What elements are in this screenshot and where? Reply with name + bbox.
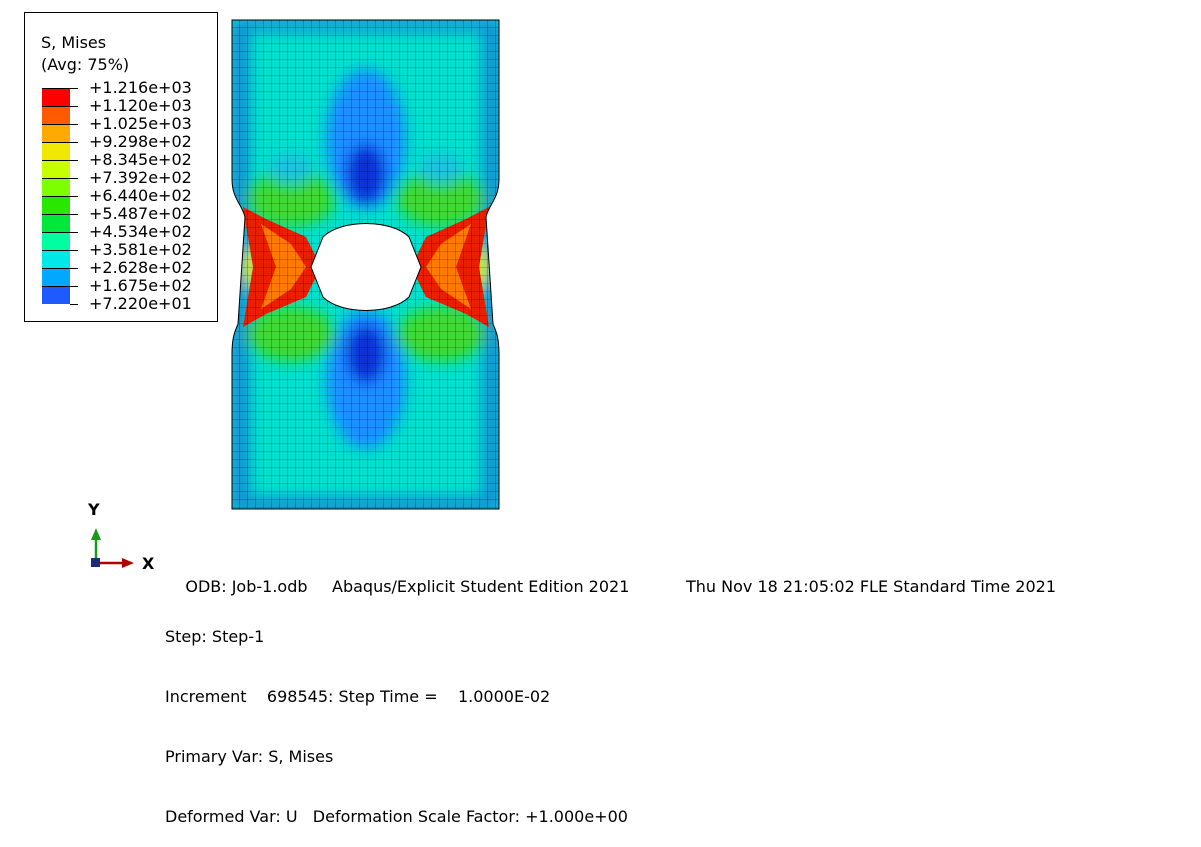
legend-swatch: [42, 142, 70, 160]
legend-swatch: [42, 214, 70, 232]
legend-swatch: [42, 178, 70, 196]
legend-tick-label: +1.216e+03: [89, 78, 192, 97]
legend-tick: [70, 250, 78, 251]
timestamp: Thu Nov 18 21:05:02 FLE Standard Time 20…: [686, 577, 1056, 596]
mises-stress-contour-plot[interactable]: [231, 19, 501, 512]
legend-tick-label: +4.534e+02: [89, 222, 192, 241]
legend-swatch: [42, 106, 70, 124]
legend-tick-label: +9.298e+02: [89, 132, 192, 151]
legend-color-scale: +1.216e+03 +1.120e+03 +1.025e+03 +9.298e+02…: [41, 79, 221, 318]
legend-swatch: [42, 88, 70, 106]
step-label: Step: Step-1: [165, 627, 265, 646]
triad-axes-icon: [91, 528, 134, 568]
legend-tick: [70, 106, 78, 107]
legend-tick-label: +6.440e+02: [89, 186, 192, 205]
legend-tick: [70, 88, 78, 89]
legend-tick: [70, 304, 78, 305]
triad-x-label: X: [142, 554, 155, 573]
odb-name: ODB: Job-1.odb: [185, 577, 308, 596]
legend-swatch: [42, 124, 70, 142]
legend-tick: [70, 160, 78, 161]
legend-swatch: [42, 232, 70, 250]
deformed-mesh: [232, 20, 499, 509]
increment-label: Increment 698545: Step Time = 1.0000E-02: [165, 687, 551, 706]
legend-tick: [70, 286, 78, 287]
legend-tick-label: +1.675e+02: [89, 276, 192, 295]
legend-tick-label: +5.487e+02: [89, 204, 192, 223]
legend-tick-label: +1.025e+03: [89, 114, 192, 133]
legend-swatch: [42, 250, 70, 268]
legend-tick: [70, 178, 78, 179]
legend-swatch: [42, 196, 70, 214]
legend-tick: [70, 268, 78, 269]
view-triad: Y X: [80, 500, 170, 580]
legend-tick: [70, 232, 78, 233]
product-name: Abaqus/Explicit Student Edition 2021: [332, 577, 630, 596]
viewport-info-block: ODB: Job-1.odb Abaqus/Explicit Student Ed…: [165, 517, 1056, 847]
legend-tick-label: +1.120e+03: [89, 96, 192, 115]
legend-tick-label: +7.392e+02: [89, 168, 192, 187]
legend-tick: [70, 124, 78, 125]
triad-y-label: Y: [88, 500, 100, 519]
primary-var-label: Primary Var: S, Mises: [165, 747, 334, 766]
legend-tick: [70, 214, 78, 215]
legend-tick: [70, 196, 78, 197]
legend-tick-label: +2.628e+02: [89, 258, 192, 277]
deformed-var-label: Deformed Var: U Deformation Scale Factor…: [165, 807, 628, 826]
legend-title: S, Mises: [41, 33, 107, 52]
legend-averaging-label: (Avg: 75%): [41, 55, 130, 74]
legend-tick: [70, 142, 78, 143]
legend-swatch: [42, 160, 70, 178]
legend-swatch: [42, 286, 70, 304]
legend-tick-label: +8.345e+02: [89, 150, 192, 169]
legend-swatch: [42, 268, 70, 286]
legend-tick-label: +7.220e+01: [89, 294, 192, 313]
center-hole: [310, 223, 422, 311]
legend-tick-label: +3.581e+02: [89, 240, 192, 259]
contour-legend: S, Mises (Avg: 75%) +1.216e+03 +1.120e+03…: [24, 12, 218, 322]
